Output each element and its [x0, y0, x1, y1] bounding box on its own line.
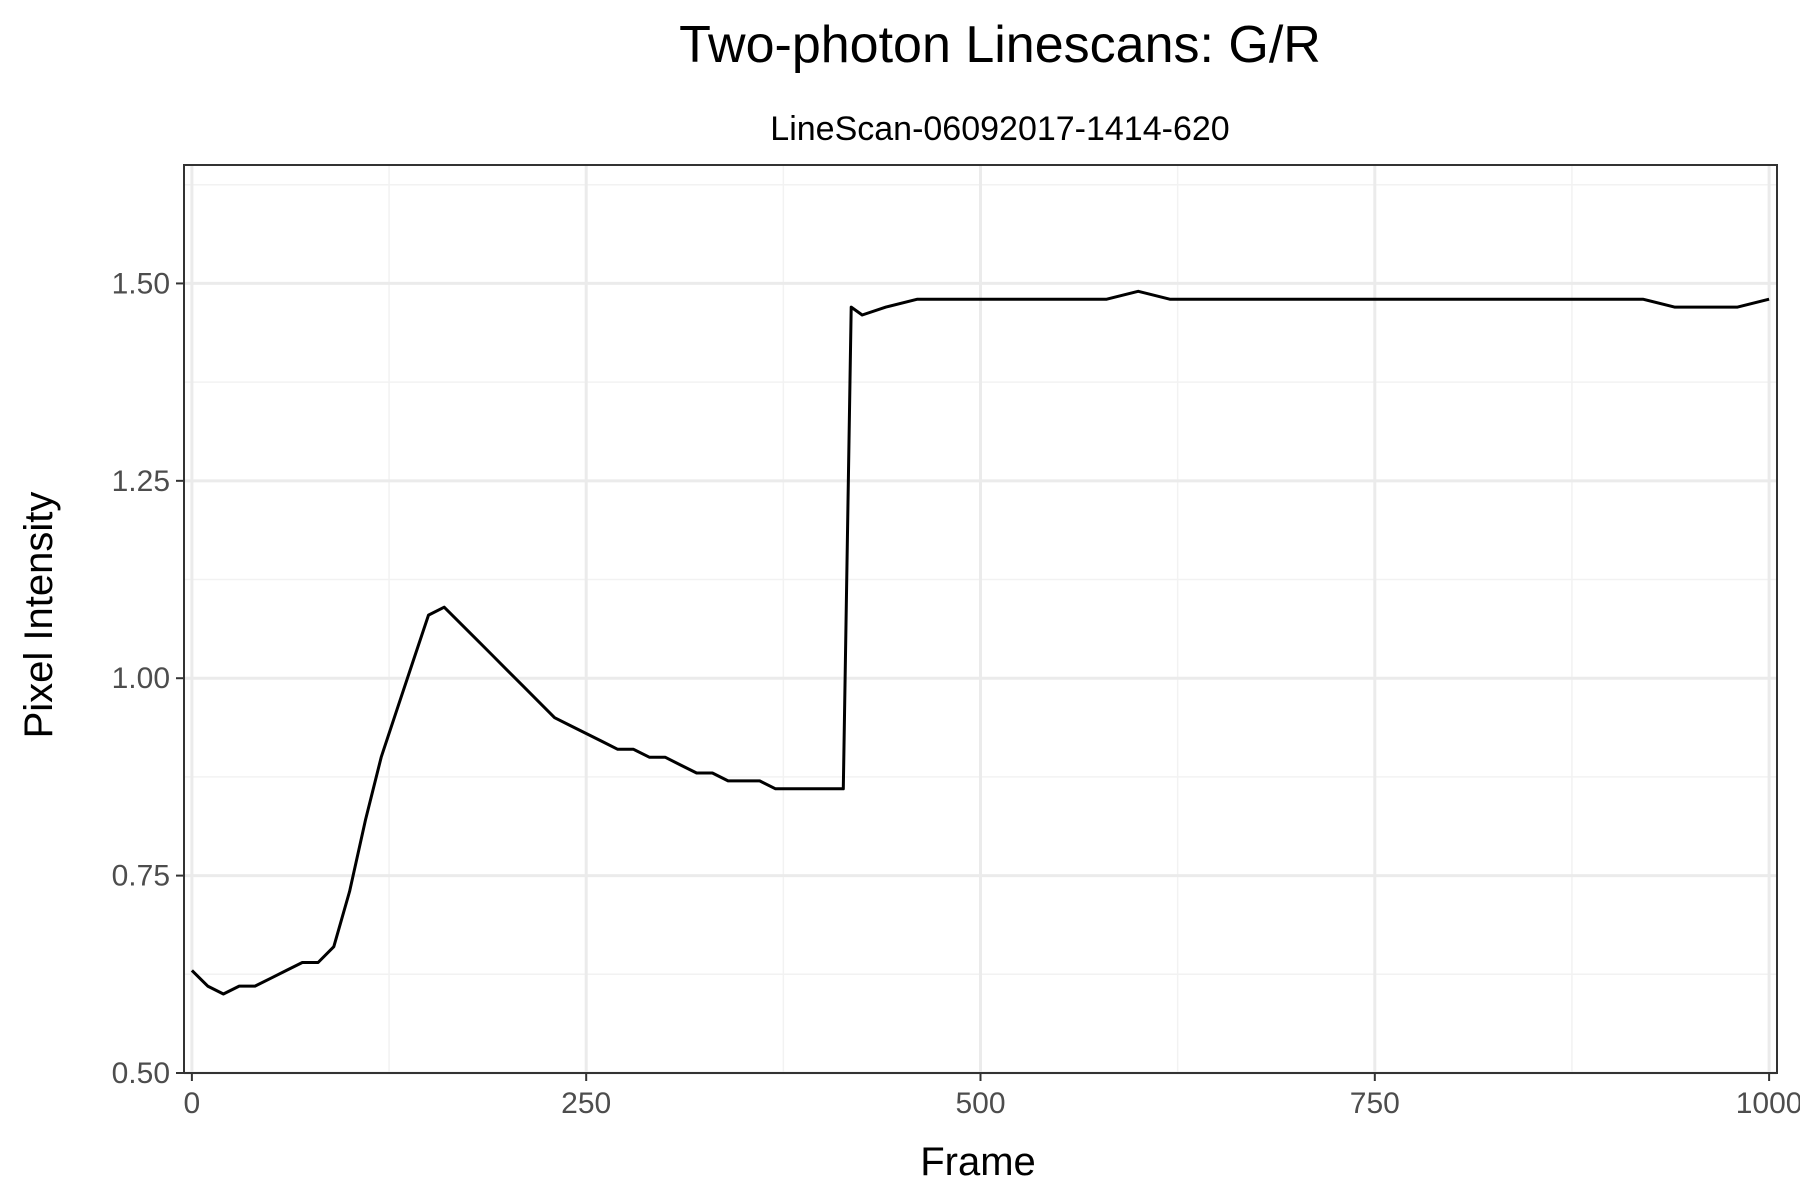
x-tick-label: 0: [184, 1087, 201, 1120]
x-axis-title: Frame: [920, 1140, 1036, 1184]
axis-ticks: 0 250 500 750 1000 0.50 0.75 1.00 1.25 1.50: [112, 267, 1800, 1120]
chart-subtitle: LineScan-06092017-1414-620: [770, 110, 1229, 148]
series-line-0: [190, 289, 1770, 996]
chart-title: Two-photon Linescans: G/R: [679, 16, 1321, 74]
x-tick-label: 500: [955, 1087, 1005, 1120]
y-tick-label: 0.50: [112, 1057, 170, 1090]
x-tick-label: 1000: [1736, 1087, 1800, 1120]
y-tick-label: 0.75: [112, 860, 170, 893]
y-tick-label: 1.00: [112, 662, 170, 695]
x-tick-label: 250: [561, 1087, 611, 1120]
grid: [184, 165, 1777, 1075]
x-tick-label: 750: [1350, 1087, 1400, 1120]
data-series: [190, 289, 1770, 996]
y-axis-title: Pixel Intensity: [17, 492, 61, 739]
y-tick-label: 1.25: [112, 465, 170, 498]
y-tick-label: 1.50: [112, 267, 170, 300]
